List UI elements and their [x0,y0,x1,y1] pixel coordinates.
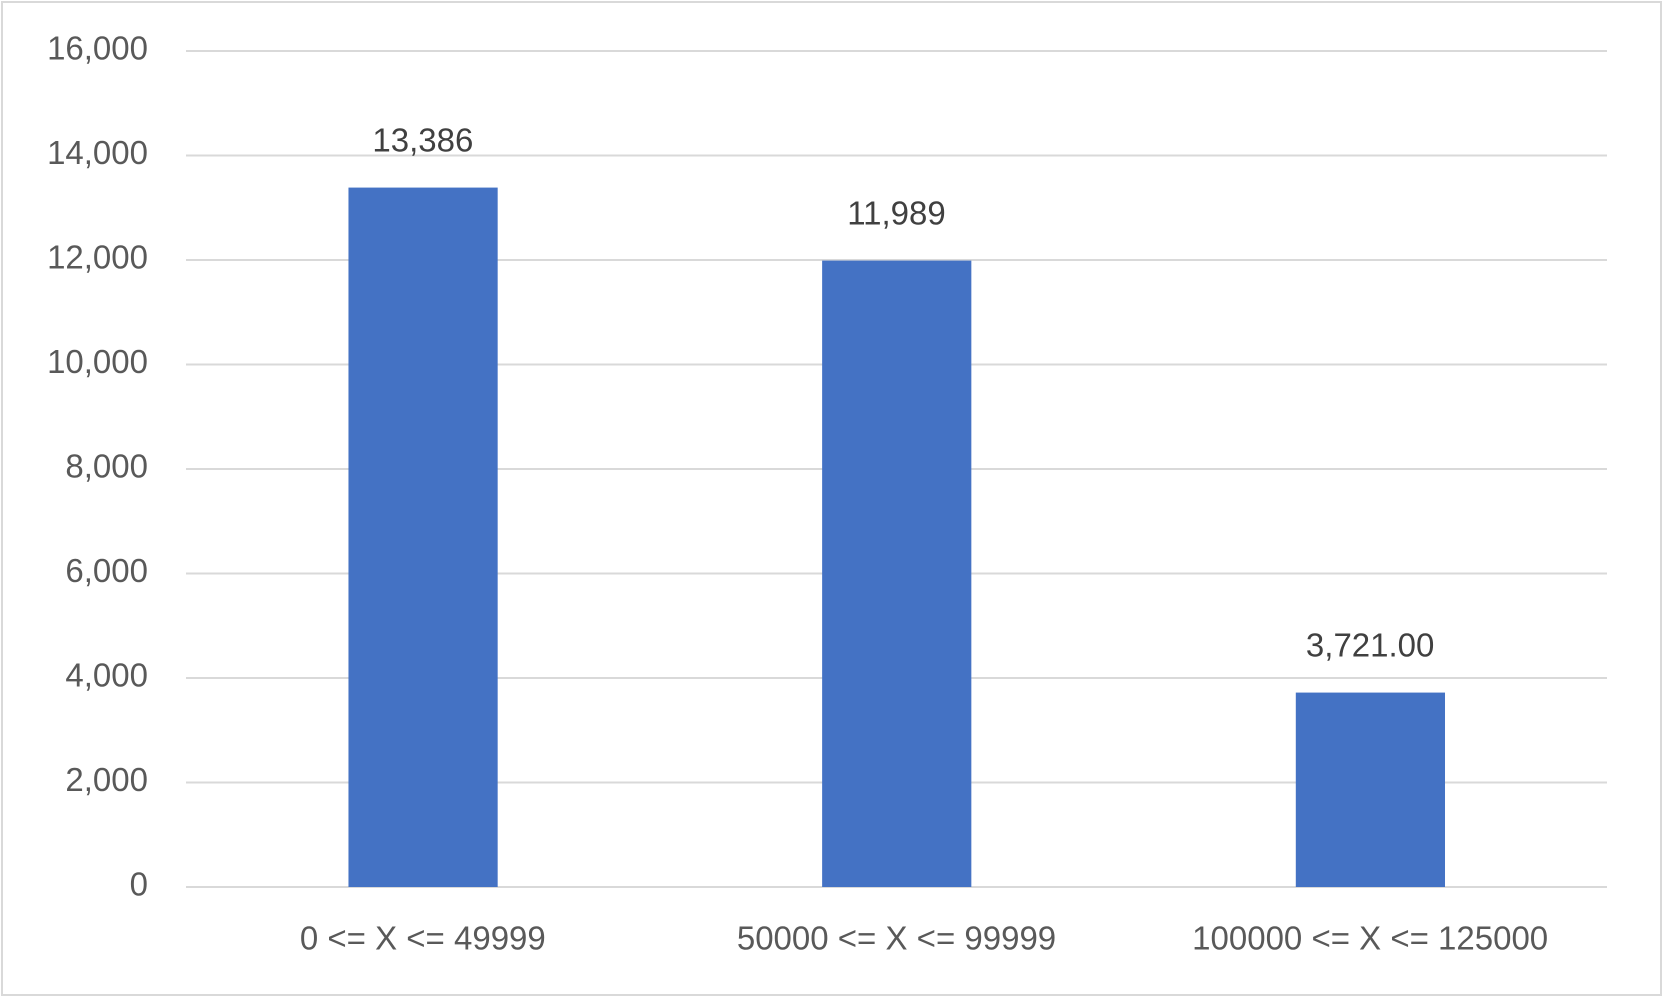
data-label: 11,989 [847,194,945,231]
y-tick-label: 14,000 [47,134,148,171]
y-tick-label: 8,000 [65,448,148,485]
y-tick-label: 2,000 [65,761,148,798]
x-tick-label: 50000 <= X <= 99999 [737,920,1056,957]
bar [348,187,498,888]
bar [1295,692,1446,887]
data-label: 3,721.00 [1306,626,1434,663]
y-tick-label: 0 [130,866,148,903]
data-label: 13,386 [372,121,473,158]
x-tick-label: 0 <= X <= 49999 [300,920,546,957]
y-tick-label: 16,000 [47,30,148,67]
y-tick-label: 4,000 [65,657,148,694]
y-tick-label: 6,000 [65,552,148,589]
y-tick-label: 12,000 [47,239,148,276]
x-tick-label: 100000 <= X <= 125000 [1192,920,1548,957]
bar [822,260,972,888]
y-tick-label: 10,000 [47,343,148,380]
